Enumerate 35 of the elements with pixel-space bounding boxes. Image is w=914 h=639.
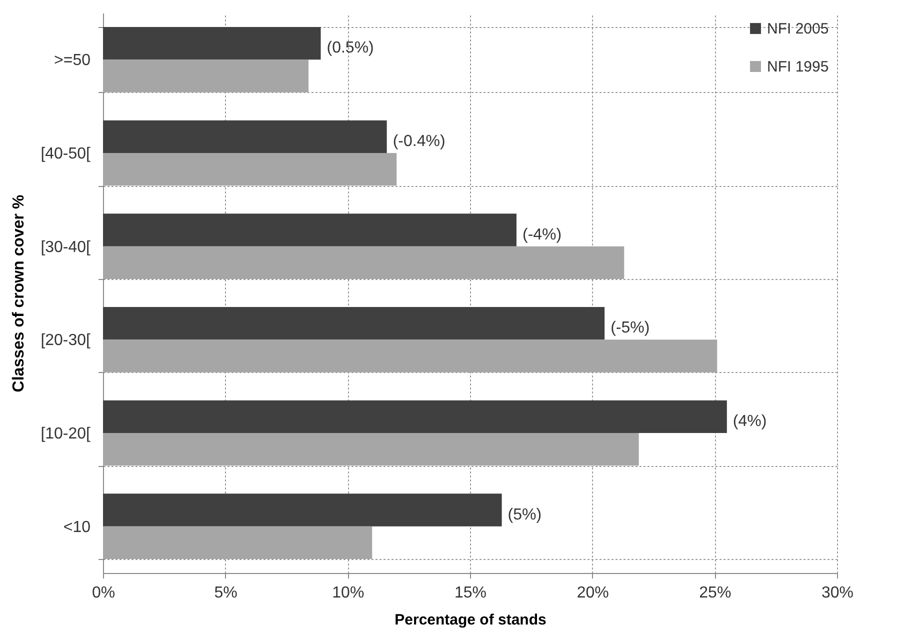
annotation: (-0.4%)	[392, 133, 446, 150]
bar	[103, 60, 309, 92]
bar	[103, 400, 727, 433]
annotation: (0.5%)	[326, 40, 374, 57]
x-tick-label: 15%	[454, 584, 487, 602]
y-tick-label: [30-40[	[40, 238, 92, 256]
x-tick-label: 0%	[92, 584, 116, 602]
legend-label: NFI 2005	[767, 20, 829, 38]
bar	[103, 246, 624, 279]
legend-label: NFI 1995	[767, 58, 829, 76]
y-tick-label: <10	[63, 518, 91, 536]
y-tick-label: [40-50[	[40, 146, 92, 162]
bar	[103, 307, 605, 340]
x-tick-label: 20%	[576, 584, 609, 602]
x-tick-label: 25%	[699, 584, 732, 602]
annotation: (-4%)	[522, 226, 562, 244]
bar	[103, 120, 387, 153]
y-tick-label: [10-20[	[40, 426, 92, 442]
annotation: (-5%)	[610, 320, 650, 337]
y-tick-label: [20-30[	[40, 332, 92, 350]
bar	[103, 153, 397, 186]
x-axis-title: Percentage of stands	[394, 612, 546, 628]
x-tick-label: 30%	[821, 584, 854, 602]
x-tick-label: 10%	[332, 584, 364, 602]
y-tick-label: >=50	[54, 52, 91, 70]
x-tick-label: 5%	[214, 584, 238, 602]
y-axis-title: Classes of crown cover %	[10, 194, 28, 392]
bar	[103, 27, 321, 60]
bar	[103, 340, 718, 372]
bar	[103, 433, 639, 466]
bar	[103, 526, 372, 559]
annotation: (5%)	[508, 506, 542, 524]
bar	[103, 494, 502, 526]
bar	[103, 214, 516, 246]
annotation: (4%)	[732, 413, 767, 430]
